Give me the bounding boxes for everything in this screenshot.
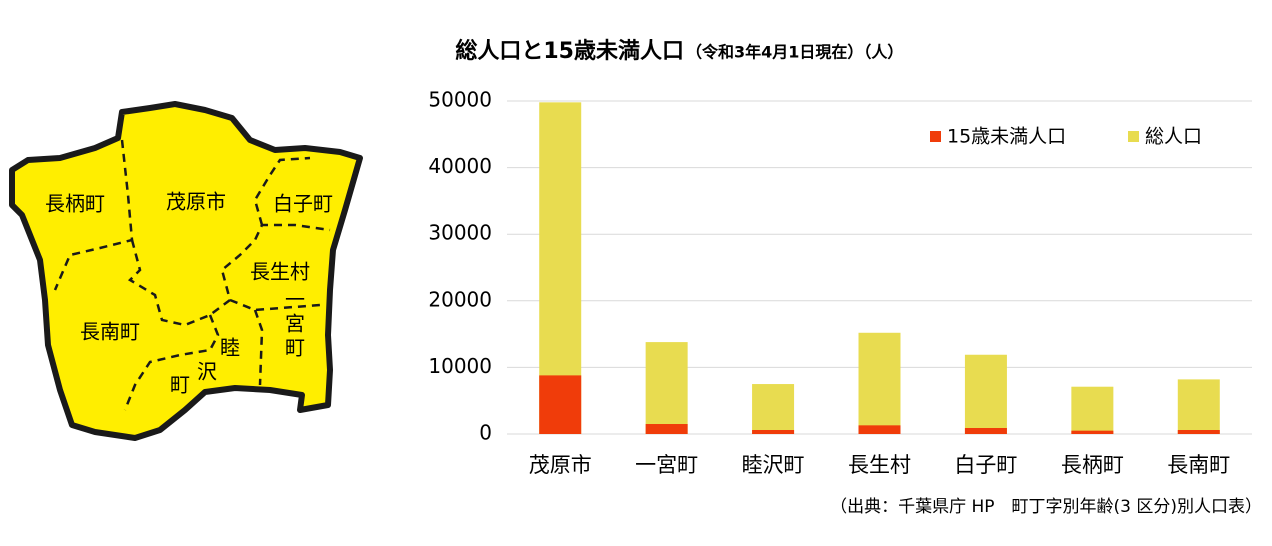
source-note: （出典：千葉県庁 HP 町丁字別年齢(3 区分)別人口表）	[830, 497, 1262, 517]
x-tick-label: 長南町	[1167, 453, 1230, 477]
bar	[752, 430, 795, 434]
map-label: 茂原市	[166, 190, 226, 214]
y-tick-label: 10000	[428, 354, 492, 378]
x-tick-label: 睦沢町	[742, 453, 805, 477]
y-tick-label: 50000	[428, 88, 492, 112]
map-label: 町	[170, 373, 190, 397]
map-label: 白子町	[273, 192, 333, 216]
bar	[964, 354, 1007, 434]
bar	[1071, 386, 1114, 434]
y-tick-label: 20000	[428, 287, 492, 311]
map-label: 沢	[197, 360, 217, 384]
x-tick-label: 一宮町	[635, 453, 698, 477]
map-label: 長生村	[250, 260, 310, 284]
map-borders	[53, 139, 331, 411]
bar	[1177, 379, 1220, 434]
legend-swatch	[1128, 131, 1139, 142]
chart-subtitle: （令和3年4月1日現在）（人）	[686, 43, 903, 62]
chart-title: 総人口と15歳未満人口	[455, 38, 684, 64]
bar	[645, 424, 688, 434]
map-label: 一宮町	[282, 289, 306, 361]
bar	[858, 425, 901, 434]
x-tick-label: 茂原市	[529, 453, 592, 477]
map-label: 長柄町	[45, 192, 105, 216]
legend-label: 総人口	[1145, 126, 1202, 148]
bar	[964, 428, 1007, 434]
map-outline	[9, 101, 363, 441]
y-tick-label: 0	[479, 421, 492, 445]
legend-label: 15歳未満人口	[947, 126, 1066, 148]
x-tick-label: 長生村	[848, 453, 911, 477]
bar	[858, 332, 901, 434]
y-tick-label: 30000	[428, 221, 492, 245]
legend-swatch	[930, 131, 941, 142]
map	[9, 101, 363, 441]
bar	[752, 384, 795, 434]
bar	[1177, 430, 1220, 434]
map-label: 睦	[220, 336, 240, 360]
x-tick-label: 長柄町	[1061, 453, 1124, 477]
map-label: 長南町	[80, 320, 140, 344]
bar	[645, 342, 688, 434]
bar	[539, 375, 582, 434]
x-tick-label: 白子町	[954, 453, 1017, 477]
bar	[1071, 430, 1114, 434]
y-tick-label: 40000	[428, 154, 492, 178]
chart: 総人口と15歳未満人口 （令和3年4月1日現在）（人） （出典：千葉県庁 HP …	[455, 38, 1262, 517]
